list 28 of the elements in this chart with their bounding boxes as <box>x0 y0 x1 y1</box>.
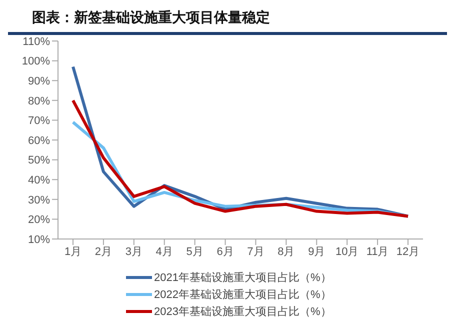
legend-label: 2022年基础设施重大项目占比（%） <box>154 288 332 302</box>
chart-title: 图表：新签基础设施重大项目体量稳定 <box>31 8 271 28</box>
legend-label: 2023年基础设施重大项目占比（%） <box>154 305 332 319</box>
y-tick-label: 100% <box>22 56 50 68</box>
legend-label: 2021年基础设施重大项目占比（%） <box>154 271 332 285</box>
x-tick-label: 5月 <box>186 246 204 258</box>
x-tick-label: 3月 <box>125 246 142 258</box>
x-tick-label: 6月 <box>216 246 234 258</box>
x-tick-label: 11月 <box>366 246 389 258</box>
y-tick-label: 110% <box>22 36 50 48</box>
y-tick-label: 10% <box>28 234 50 246</box>
y-tick-label: 30% <box>28 194 50 206</box>
y-tick-label: 90% <box>28 76 50 88</box>
x-tick-label: 2月 <box>94 246 112 258</box>
x-tick-label: 12月 <box>396 246 420 258</box>
x-tick-label: 8月 <box>278 246 295 258</box>
y-tick-label: 20% <box>28 214 50 226</box>
line-series <box>72 98 410 218</box>
y-tick-label: 50% <box>28 154 50 167</box>
x-tick-label: 1月 <box>64 246 82 258</box>
x-tick-label: 10月 <box>335 246 359 258</box>
y-tick-label: 70% <box>28 115 50 128</box>
x-tick-label: 7月 <box>247 246 264 258</box>
x-tick-label: 9月 <box>308 246 326 258</box>
x-tick-label: 4月 <box>156 246 173 258</box>
y-tick-label: 40% <box>28 174 50 187</box>
y-tick-label: 80% <box>28 95 50 108</box>
y-tick-label: 60% <box>28 134 50 147</box>
